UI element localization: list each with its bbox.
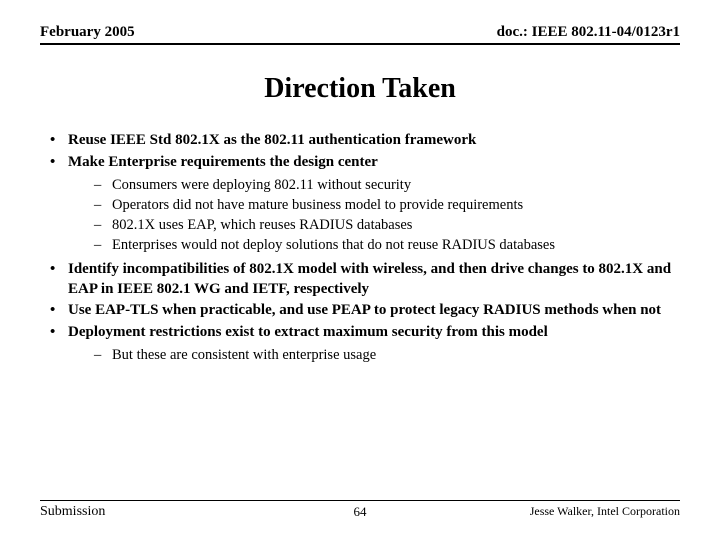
header-doc-id: doc.: IEEE 802.11-04/0123r1 (497, 24, 680, 41)
sub-bullet-item: Consumers were deploying 802.11 without … (68, 176, 680, 195)
sub-bullet-item: Operators did not have mature business m… (68, 196, 680, 215)
bullet-text: Deployment restrictions exist to extract… (68, 324, 548, 340)
header: February 2005 doc.: IEEE 802.11-04/0123r… (40, 24, 680, 45)
bullet-item: Make Enterprise requirements the design … (40, 153, 680, 255)
sub-bullet-list: Consumers were deploying 802.11 without … (68, 176, 680, 254)
sub-bullet-list: But these are consistent with enterprise… (68, 346, 680, 365)
sub-bullet-item: 802.1X uses EAP, which reuses RADIUS dat… (68, 216, 680, 235)
main-bullet-list: Reuse IEEE Std 802.1X as the 802.11 auth… (40, 131, 680, 365)
sub-bullet-item: Enterprises would not deploy solutions t… (68, 236, 680, 255)
header-date: February 2005 (40, 24, 135, 41)
footer-left: Submission (40, 504, 105, 520)
bullet-text: Make Enterprise requirements the design … (68, 154, 378, 170)
footer-row: Submission 64 Jesse Walker, Intel Corpor… (40, 504, 680, 520)
content-body: Reuse IEEE Std 802.1X as the 802.11 auth… (40, 131, 680, 365)
footer-page-number: 64 (354, 504, 367, 520)
footer-author: Jesse Walker, Intel Corporation (530, 504, 680, 519)
bullet-item: Reuse IEEE Std 802.1X as the 802.11 auth… (40, 131, 680, 151)
bullet-item: Use EAP-TLS when practicable, and use PE… (40, 301, 680, 321)
footer-rule (40, 500, 680, 501)
slide-title: Direction Taken (40, 73, 680, 105)
bullet-item: Identify incompatibilities of 802.1X mod… (40, 260, 680, 299)
bullet-item: Deployment restrictions exist to extract… (40, 323, 680, 365)
footer: Submission 64 Jesse Walker, Intel Corpor… (40, 500, 680, 520)
sub-bullet-item: But these are consistent with enterprise… (68, 346, 680, 365)
